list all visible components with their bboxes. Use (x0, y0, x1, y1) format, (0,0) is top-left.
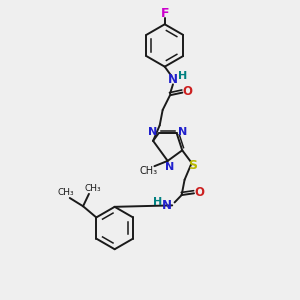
Text: F: F (160, 8, 169, 20)
Text: N: N (164, 162, 174, 172)
Text: CH₃: CH₃ (84, 184, 101, 193)
Text: CH₃: CH₃ (140, 166, 158, 176)
Text: N: N (162, 199, 172, 212)
Text: S: S (188, 159, 197, 172)
Text: N: N (148, 127, 158, 137)
Text: O: O (194, 186, 204, 199)
Text: CH₃: CH₃ (58, 188, 75, 197)
Text: O: O (183, 85, 193, 98)
Text: N: N (168, 73, 178, 85)
Text: N: N (178, 127, 187, 137)
Text: H: H (178, 71, 187, 81)
Text: H: H (153, 197, 162, 207)
